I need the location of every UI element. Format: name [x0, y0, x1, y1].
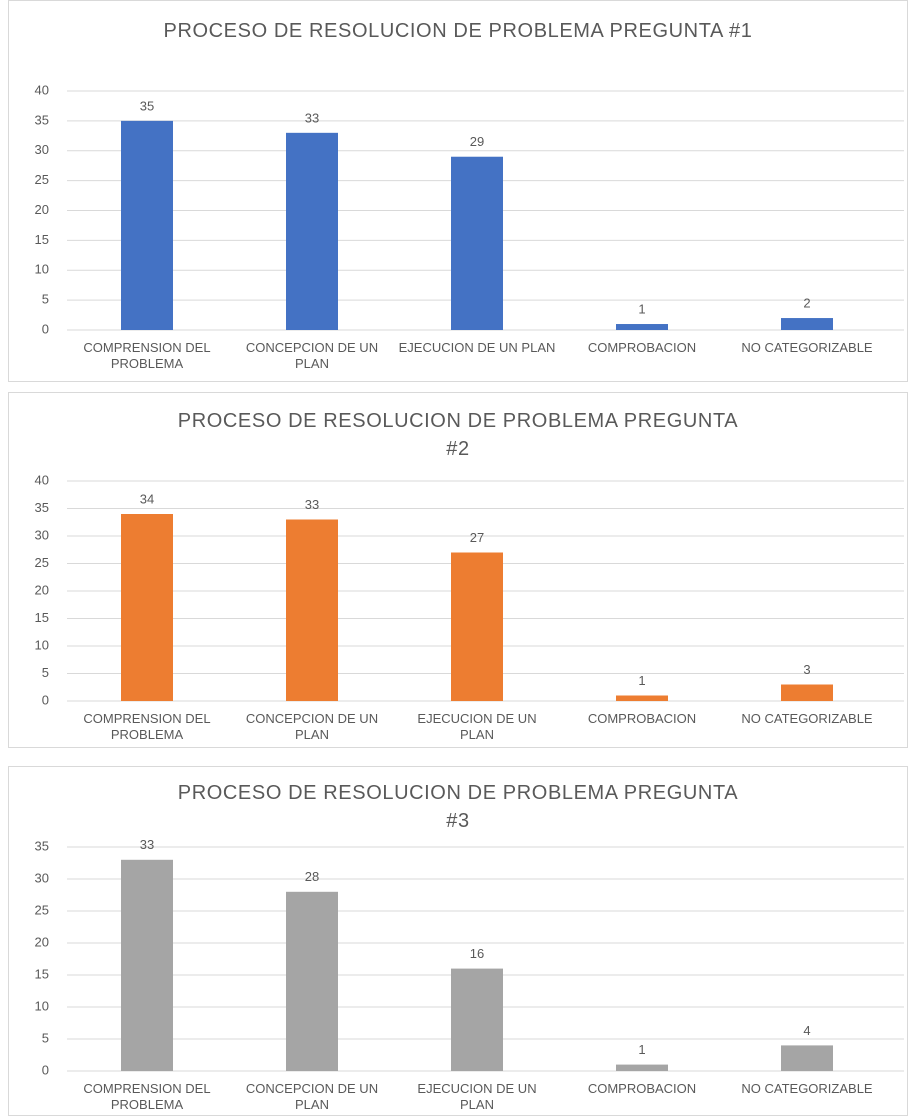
data-label: 3 [803, 662, 810, 677]
y-tick-label: 0 [42, 1062, 49, 1077]
y-tick-label: 30 [35, 870, 49, 885]
data-label: 1 [638, 301, 645, 316]
y-tick-label: 30 [35, 527, 49, 542]
chart-title: PROCESO DE RESOLUCION DE PROBLEMA PREGUN… [177, 410, 739, 460]
y-tick-label: 40 [35, 472, 49, 487]
x-tick-label: COMPROBACION [587, 340, 697, 355]
y-tick-label: 10 [35, 262, 49, 277]
y-tick-label: 5 [42, 292, 49, 307]
bar [286, 891, 338, 1071]
chart-title: PROCESO DE RESOLUCION DE PROBLEMA PREGUN… [163, 20, 753, 42]
y-tick-label: 5 [42, 665, 49, 680]
bar [616, 695, 668, 701]
y-tick-label: 0 [42, 321, 49, 336]
y-tick-label: 15 [35, 232, 49, 247]
y-tick-label: 15 [35, 966, 49, 981]
bar [451, 552, 503, 701]
bar [616, 1064, 668, 1071]
bar [616, 324, 668, 330]
chart: 0 5 10 15 20 25 30 35 33 28 16 1 4 [35, 837, 904, 1077]
bar [781, 684, 833, 701]
y-tick-label: 20 [35, 582, 49, 597]
chart: 0 5 10 15 20 25 30 35 40 35 33 29 1 2 [35, 82, 904, 336]
x-tick-label: EJECUCION DE UN PLAN [398, 340, 556, 355]
bar [121, 514, 173, 701]
x-tick-label: COMPROBACION [587, 711, 697, 726]
data-label: 35 [140, 98, 154, 113]
x-tick-label: COMPRENSION DEL PROBLEMA [83, 711, 211, 742]
data-label: 1 [638, 1042, 645, 1057]
chart-panel: 0 5 10 15 20 25 30 35 40 34 33 27 1 3 PROCESO DE RESOL… [8, 392, 908, 748]
bar [121, 120, 173, 330]
data-label: 27 [470, 530, 484, 545]
y-tick-label: 35 [35, 838, 49, 853]
chart: 0 5 10 15 20 25 30 35 40 34 33 27 1 3 [35, 472, 904, 707]
y-tick-label: 20 [35, 202, 49, 217]
bar [451, 968, 503, 1071]
chart-panel: 0 5 10 15 20 25 30 35 40 35 33 29 1 2 PROCESO DE RESOL… [8, 0, 908, 382]
chart-title: PROCESO DE RESOLUCION DE PROBLEMA PREGUN… [177, 782, 739, 832]
x-tick-label: NO CATEGORIZABLE [741, 340, 873, 355]
y-tick-label: 25 [35, 902, 49, 917]
y-tick-label: 40 [35, 82, 49, 97]
data-label: 34 [140, 491, 154, 506]
x-tick-label: COMPRENSION DEL PROBLEMA [83, 340, 211, 371]
chart-panel: 0 5 10 15 20 25 30 35 33 28 16 1 4 PROCESO DE RESOLUC… [8, 766, 908, 1116]
bar [121, 859, 173, 1071]
x-tick-label: CONCEPCION DE UN PLAN [245, 1081, 379, 1112]
y-tick-label: 30 [35, 142, 49, 157]
data-label: 4 [803, 1023, 810, 1038]
bar [286, 132, 338, 330]
bar [781, 318, 833, 330]
data-label: 1 [638, 673, 645, 688]
x-tick-label: NO CATEGORIZABLE [741, 711, 873, 726]
y-tick-label: 5 [42, 1030, 49, 1045]
y-tick-label: 35 [35, 500, 49, 515]
data-label: 33 [140, 837, 154, 852]
data-label: 33 [305, 497, 319, 512]
data-label: 2 [803, 295, 810, 310]
x-tick-label: EJECUCION DE UN PLAN [417, 711, 537, 742]
x-tick-label: COMPROBACION [587, 1081, 697, 1096]
x-tick-label: NO CATEGORIZABLE [741, 1081, 873, 1096]
bar [781, 1045, 833, 1071]
y-tick-label: 15 [35, 610, 49, 625]
y-tick-label: 25 [35, 172, 49, 187]
y-tick-label: 35 [35, 112, 49, 127]
y-tick-label: 25 [35, 555, 49, 570]
bar [451, 156, 503, 330]
y-tick-label: 10 [35, 637, 49, 652]
y-tick-label: 20 [35, 934, 49, 949]
y-tick-label: 0 [42, 692, 49, 707]
data-label: 33 [305, 110, 319, 125]
x-tick-label: EJECUCION DE UN PLAN [417, 1081, 537, 1112]
x-tick-label: CONCEPCION DE UN PLAN [245, 340, 379, 371]
x-tick-label: COMPRENSION DEL PROBLEMA [83, 1081, 211, 1112]
y-tick-label: 10 [35, 998, 49, 1013]
x-tick-label: CONCEPCION DE UN PLAN [245, 711, 379, 742]
data-label: 16 [470, 946, 484, 961]
bar [286, 519, 338, 701]
data-label: 28 [305, 869, 319, 884]
data-label: 29 [470, 134, 484, 149]
